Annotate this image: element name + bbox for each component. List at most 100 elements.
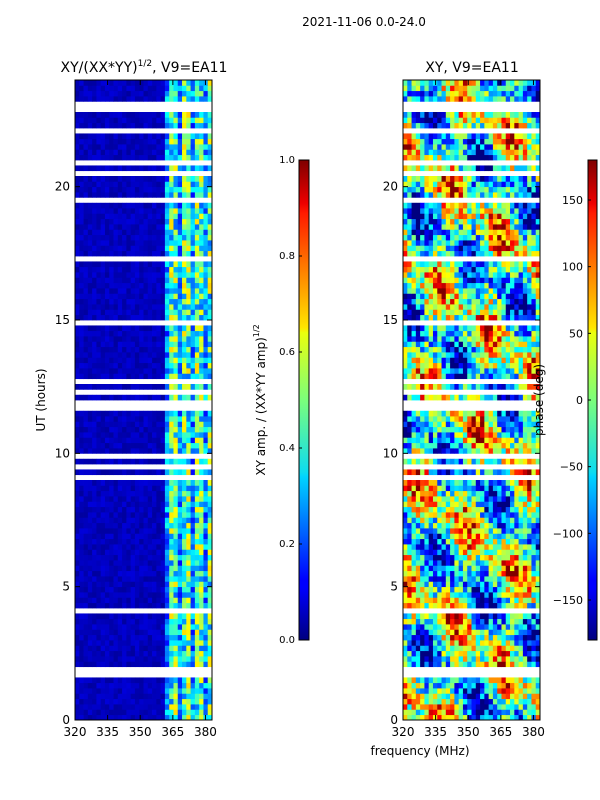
phase-cell <box>492 517 498 524</box>
amplitude-cell <box>164 656 170 662</box>
amplitude-cell <box>207 480 213 486</box>
phase-cell <box>501 645 507 652</box>
phase-cell <box>531 485 537 492</box>
phase-cell <box>450 469 455 476</box>
amplitude-cell <box>122 426 127 433</box>
amplitude-cell <box>75 576 80 582</box>
amplitude-cell <box>117 394 123 401</box>
amplitude-cell <box>75 549 80 556</box>
amplitude-cell <box>207 661 213 668</box>
amplitude-cell <box>147 368 153 374</box>
amplitude-cell <box>130 266 136 273</box>
amplitude-cell <box>156 288 162 294</box>
amplitude-cell <box>75 202 80 209</box>
amplitude-cell <box>207 437 213 444</box>
phase-cell <box>518 432 524 438</box>
phase-cell <box>471 597 477 604</box>
amplitude-cell <box>194 144 200 150</box>
amplitude-cell <box>152 314 157 321</box>
amplitude-cell <box>147 560 153 566</box>
phase-cell <box>432 650 438 657</box>
amplitude-cell <box>75 213 80 220</box>
phase-cell <box>420 538 425 545</box>
phase-cell <box>454 448 460 454</box>
phase-cell <box>437 522 442 529</box>
amplitude-cell <box>173 592 179 598</box>
amplitude-cell <box>109 661 114 668</box>
amplitude-cell <box>87 592 93 598</box>
amplitude-cell <box>83 634 89 641</box>
amplitude-cell <box>139 218 144 225</box>
amplitude-cell <box>104 581 110 588</box>
amplitude-cell <box>152 336 157 342</box>
amplitude-cell <box>182 394 187 401</box>
amplitude-cell <box>122 208 127 214</box>
phase-cell <box>505 634 511 641</box>
phase-cell <box>522 661 528 668</box>
amplitude-cell <box>113 149 119 156</box>
amplitude-cell <box>87 213 93 220</box>
amplitude-cell <box>104 85 110 92</box>
amplitude-cell <box>130 517 136 524</box>
phase-cell <box>420 661 425 668</box>
amplitude-cell <box>109 597 114 604</box>
amplitude-cell <box>109 501 114 508</box>
phase-cell <box>462 437 468 444</box>
amplitude-cell <box>122 565 127 572</box>
amplitude-cell <box>92 277 97 284</box>
phase-cell <box>432 416 438 422</box>
amplitude-cell <box>203 352 209 358</box>
phase-cell <box>480 709 485 716</box>
phase-flagged-row <box>403 608 540 614</box>
amplitude-cell <box>194 506 200 513</box>
amplitude-cell <box>83 325 89 332</box>
phase-cell <box>501 586 507 593</box>
amplitude-cell <box>152 586 157 593</box>
amplitude-cell <box>173 261 179 268</box>
phase-cell <box>471 650 477 657</box>
amplitude-cell <box>117 496 123 502</box>
amplitude-cell <box>182 186 187 193</box>
amplitude-cell <box>104 490 110 497</box>
amplitude-cell <box>109 704 114 710</box>
amplitude-cell <box>126 138 132 145</box>
amplitude-cell <box>164 554 170 561</box>
amplitude-cell <box>203 341 209 348</box>
amplitude-cell <box>83 656 89 662</box>
phase-cell <box>428 512 434 518</box>
phase-cell <box>488 677 494 684</box>
amplitude-cell <box>117 661 123 668</box>
amplitude-cell <box>147 218 153 225</box>
amplitude-cell <box>207 282 213 289</box>
amplitude-cell <box>87 442 93 449</box>
amplitude-cell <box>173 714 179 721</box>
phase-cell <box>518 506 524 513</box>
amplitude-cell <box>169 133 174 140</box>
phase-cell <box>411 501 417 508</box>
amplitude-cell <box>207 581 213 588</box>
amplitude-cell <box>169 581 174 588</box>
amplitude-cell <box>83 229 89 236</box>
amplitude-cell <box>182 437 187 444</box>
amplitude-cell <box>139 410 144 417</box>
amplitude-cell <box>83 181 89 188</box>
amplitude-cell <box>152 293 157 300</box>
phase-cell <box>411 437 417 444</box>
phase-cell <box>518 581 524 588</box>
phase-cell <box>424 576 430 582</box>
phase-cell <box>475 576 481 582</box>
phase-cell <box>411 597 417 604</box>
phase-cell <box>484 714 490 721</box>
amplitude-cell <box>160 421 166 428</box>
amplitude-cell <box>182 234 187 241</box>
amplitude-cell <box>117 421 123 428</box>
amplitude-cell <box>207 432 213 438</box>
phase-cell <box>531 496 537 502</box>
phase-cell <box>514 442 519 449</box>
amplitude-cell <box>79 176 84 182</box>
amplitude-cell <box>194 640 200 646</box>
phase-cell <box>497 496 502 502</box>
amplitude-cell <box>104 586 110 593</box>
amplitude-cell <box>156 186 162 193</box>
amplitude-cell <box>109 181 114 188</box>
